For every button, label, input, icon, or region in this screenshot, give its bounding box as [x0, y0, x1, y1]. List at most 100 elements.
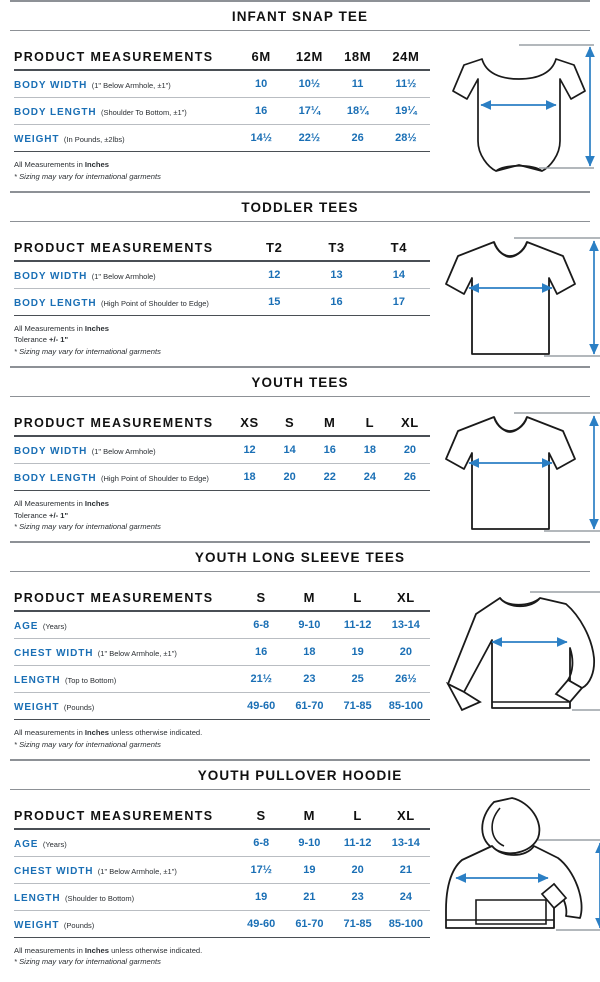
measurement-value: 26 — [389, 463, 430, 491]
measurement-label-cell: BODY LENGTH (Shoulder To Bottom, ±1") — [14, 97, 238, 125]
table-row: WEIGHT (In Pounds, ±2lbs) 14½ 22½ 26 28½ — [14, 124, 430, 152]
measurement-value: 19¼ — [381, 97, 430, 125]
measurement-value: 61-70 — [285, 910, 334, 938]
measurement-value: 24 — [349, 463, 390, 491]
measurement-name: BODY LENGTH — [14, 472, 97, 484]
measurement-label-cell: WEIGHT (Pounds) — [14, 910, 238, 938]
measurement-value: 18 — [285, 638, 334, 667]
table-row: BODY LENGTH (Shoulder To Bottom, ±1") 16… — [14, 97, 430, 125]
measurement-name: LENGTH — [14, 675, 61, 687]
measurement-note: (Top to Bottom) — [64, 676, 117, 686]
measurement-value: 21 — [285, 883, 334, 911]
footnote-text: * Sizing may vary for international garm… — [14, 171, 161, 181]
measurement-name: LENGTH — [14, 892, 61, 904]
measurement-value: 6-8 — [237, 828, 286, 857]
measurement-value: 21 — [381, 856, 430, 884]
footnote-text: Tolerance — [14, 335, 50, 345]
measurement-value: 14 — [269, 435, 310, 464]
measurement-name: BODY WIDTH — [14, 445, 88, 457]
measurement-value: 18¼ — [333, 97, 382, 125]
footnote: All measurements in Inches unless otherw… — [14, 727, 430, 739]
footnote: Tolerance +/- 1" — [14, 334, 430, 346]
footnote-text: All Measurements in — [14, 323, 85, 333]
measurement-value: 28½ — [381, 124, 430, 152]
measurement-value: 20 — [269, 463, 310, 491]
footnotes: All measurements in Inches unless otherw… — [14, 938, 430, 977]
measurements-table-wrap: PRODUCT MEASUREMENTS S M L XL AGE (Years) 6… — [0, 576, 430, 759]
footnotes: All measurements in Inches unless otherw… — [14, 720, 430, 759]
footnote-text: All measurements in — [14, 728, 85, 738]
footnote-text: * Sizing may vary for international garm… — [14, 739, 161, 749]
measurement-note: (Pounds) — [63, 703, 95, 713]
measurement-value: 6-8 — [237, 611, 286, 640]
footnote-emphasis: Inches — [84, 728, 109, 738]
size-header-12m: 12M — [285, 35, 334, 71]
measurement-value: 23 — [333, 883, 382, 911]
table-row: BODY LENGTH (High Point of Shoulder to E… — [14, 288, 430, 316]
section-title: YOUTH TEES — [251, 374, 349, 390]
table-row: WEIGHT (Pounds) 49-60 61-70 71-85 85-100 — [14, 692, 430, 721]
size-section: YOUTH PULLOVER HOODIE PRODUCT MEASUREMEN… — [0, 758, 600, 977]
section-rule — [10, 30, 590, 31]
footnote: Tolerance +/- 1" — [14, 510, 430, 522]
measurement-name: BODY LENGTH — [14, 297, 97, 309]
measurement-value: 85-100 — [381, 692, 430, 721]
size-header-s: S — [237, 576, 286, 613]
table-row: BODY WIDTH (1" Below Armhole) 12 14 16 18 20 — [14, 435, 430, 464]
measurement-value: 71-85 — [333, 692, 382, 721]
measurement-note: (Years) — [42, 622, 67, 632]
footnotes: All Measurements in Inches Tolerance +/- … — [14, 316, 430, 366]
measurement-value: 20 — [389, 435, 430, 464]
product-measurements-header: PRODUCT MEASUREMENTS — [14, 400, 230, 437]
footnotes: All Measurements in Inches Tolerance +/- … — [14, 491, 430, 541]
footnote-emphasis: +/- 1" — [49, 510, 69, 520]
size-section: INFANT SNAP TEE PRODUCT MEASUREMENTS 6M 1… — [0, 0, 600, 191]
footnote: All measurements in Inches unless otherw… — [14, 945, 430, 957]
table-row: WEIGHT (Pounds) 49-60 61-70 71-85 85-100 — [14, 910, 430, 938]
measurement-value: 17 — [367, 288, 430, 316]
section-rule — [10, 788, 590, 790]
measurement-value: 19 — [285, 856, 334, 884]
footnote-text: Tolerance — [14, 510, 50, 520]
measurements-table: PRODUCT MEASUREMENTS S M L XL AGE (Years) 6… — [14, 793, 430, 938]
footnote-emphasis: Inches — [84, 160, 109, 169]
footnote: * Sizing may vary for international garm… — [14, 521, 430, 533]
footnote: All Measurements in Inches — [14, 159, 430, 171]
size-header-t2: T2 — [243, 225, 306, 262]
footnote-text: * Sizing may vary for international garm… — [14, 522, 161, 532]
footnote: All Measurements in Inches — [14, 498, 430, 510]
measurement-value: 71-85 — [333, 910, 382, 938]
measurement-name: AGE — [14, 838, 39, 850]
measurement-name: WEIGHT — [14, 134, 60, 145]
measurement-value: 16 — [237, 97, 286, 125]
measurement-name: WEIGHT — [14, 919, 60, 931]
footnote-emphasis: Inches — [84, 945, 109, 955]
measurement-label-cell: LENGTH (Top to Bottom) — [14, 665, 238, 694]
measurements-table: PRODUCT MEASUREMENTS S M L XL AGE (Years) 6… — [14, 576, 430, 721]
measurement-value: 11 — [333, 70, 382, 98]
measurements-table-wrap: PRODUCT MEASUREMENTS 6M 12M 18M 24M BODY WI… — [0, 35, 430, 191]
size-header-m: M — [285, 793, 334, 830]
measurement-label-cell: BODY WIDTH (1" Below Armhole) — [14, 260, 244, 289]
measurement-value: 22 — [309, 463, 350, 491]
measurement-value: 21½ — [237, 665, 286, 694]
table-row: CHEST WIDTH (1" Below Armhole, ±1") 16 18… — [14, 638, 430, 667]
size-header-m: M — [285, 576, 334, 613]
table-row: BODY WIDTH (1" Below Armhole) 12 13 14 — [14, 260, 430, 289]
size-header-t4: T4 — [367, 225, 430, 262]
measurement-value: 26½ — [381, 665, 430, 694]
measurement-value: 23 — [285, 665, 334, 694]
measurement-value: 20 — [381, 638, 430, 667]
footnote-text: All measurements in — [14, 945, 85, 955]
footnote-text: * Sizing may vary for international garm… — [14, 347, 161, 357]
section-title: TODDLER TEES — [241, 199, 359, 215]
section-divider — [10, 190, 590, 193]
measurement-name: BODY WIDTH — [14, 270, 88, 282]
size-header-xl: XL — [389, 400, 430, 437]
measurement-value: 16 — [305, 288, 368, 316]
size-header-6m: 6M — [237, 35, 286, 71]
size-header-s: S — [237, 793, 286, 830]
measurement-value: 24 — [381, 883, 430, 911]
table-header-row: PRODUCT MEASUREMENTS S M L XL — [14, 576, 430, 613]
